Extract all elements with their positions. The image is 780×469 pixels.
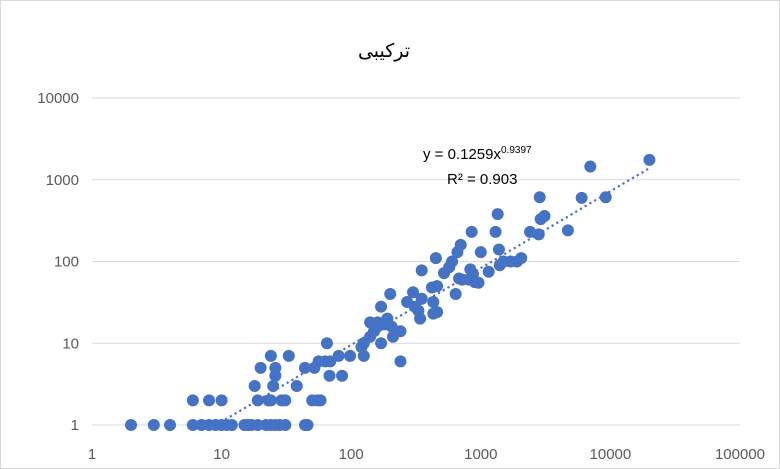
y-tick-label: 1000 — [46, 172, 79, 189]
data-point — [186, 419, 199, 431]
data-point — [472, 276, 485, 289]
data-point — [332, 349, 345, 362]
y-tick-label: 10000 — [37, 90, 79, 107]
data-point — [279, 419, 292, 431]
data-point — [267, 379, 280, 392]
data-point — [538, 210, 551, 223]
trendline-r-squared: R² = 0.903 — [447, 171, 517, 188]
x-tick-label: 1 — [88, 446, 96, 463]
data-point — [301, 419, 314, 431]
data-point — [489, 225, 502, 238]
data-point — [323, 369, 336, 382]
data-point — [491, 208, 504, 221]
data-point — [431, 280, 444, 293]
y-axis-tick-labels: 1 10 100 1000 10000 — [37, 90, 79, 434]
data-point — [532, 228, 545, 241]
x-tick-label: 1000 — [464, 446, 497, 463]
x-axis-tick-labels: 1 10 100 1000 10000 100000 — [88, 446, 765, 463]
data-point — [225, 419, 238, 431]
data-point — [282, 349, 295, 362]
data-point — [384, 288, 397, 301]
data-point — [454, 238, 467, 251]
y-tick-label: 10 — [62, 335, 79, 352]
data-point — [264, 394, 277, 407]
data-point — [394, 355, 407, 368]
x-tick-label: 10000 — [590, 446, 632, 463]
trendline-equation-label: y = 0.1259x0.9397 R² = 0.903 — [423, 145, 532, 188]
data-point — [515, 252, 528, 265]
data-point — [584, 160, 597, 173]
data-point — [264, 349, 277, 362]
data-point — [449, 288, 462, 301]
data-point — [186, 394, 199, 407]
data-point — [375, 337, 388, 350]
data-point — [375, 300, 388, 313]
data-point — [312, 355, 325, 368]
data-point — [248, 379, 261, 392]
data-point — [431, 306, 444, 319]
chart-title: ترکیبی — [358, 41, 410, 62]
trendline-equation-exponent: 0.9397 — [501, 145, 532, 156]
x-tick-label: 100 — [339, 446, 364, 463]
data-point — [429, 252, 442, 265]
data-point — [427, 295, 440, 308]
data-point — [474, 246, 487, 259]
data-point — [251, 419, 264, 431]
data-point — [414, 312, 427, 325]
data-point — [125, 419, 138, 431]
data-point — [269, 369, 282, 382]
data-point — [314, 394, 327, 407]
data-point — [643, 153, 656, 166]
data-point — [147, 419, 160, 431]
data-point — [492, 243, 505, 256]
data-point — [394, 325, 407, 338]
data-point — [599, 191, 612, 204]
data-point — [251, 394, 264, 407]
data-point — [575, 191, 588, 204]
trendline-equation: y = 0.1259x0.9397 — [423, 145, 532, 163]
data-point — [336, 369, 349, 382]
data-point — [298, 361, 311, 374]
data-points — [125, 153, 656, 431]
grid-lines — [92, 97, 740, 344]
data-point — [465, 225, 478, 238]
data-point — [164, 419, 177, 431]
data-point — [254, 361, 267, 374]
data-point — [320, 337, 333, 350]
data-point — [344, 349, 357, 362]
y-tick-label: 1 — [71, 417, 79, 434]
data-point — [290, 379, 303, 392]
data-point — [446, 255, 459, 268]
data-point — [385, 320, 398, 333]
data-point — [482, 265, 495, 278]
data-point — [415, 292, 428, 305]
data-point — [561, 224, 574, 237]
x-tick-label: 100000 — [715, 446, 765, 463]
power-trendline — [215, 167, 650, 427]
x-tick-label: 10 — [213, 446, 230, 463]
trendline-equation-base: y = 0.1259x — [423, 146, 501, 163]
data-point — [533, 191, 546, 204]
data-point — [203, 394, 216, 407]
data-point — [415, 264, 428, 277]
data-point — [215, 394, 228, 407]
y-tick-label: 100 — [54, 254, 79, 271]
data-point — [407, 286, 420, 299]
data-point — [279, 394, 292, 407]
